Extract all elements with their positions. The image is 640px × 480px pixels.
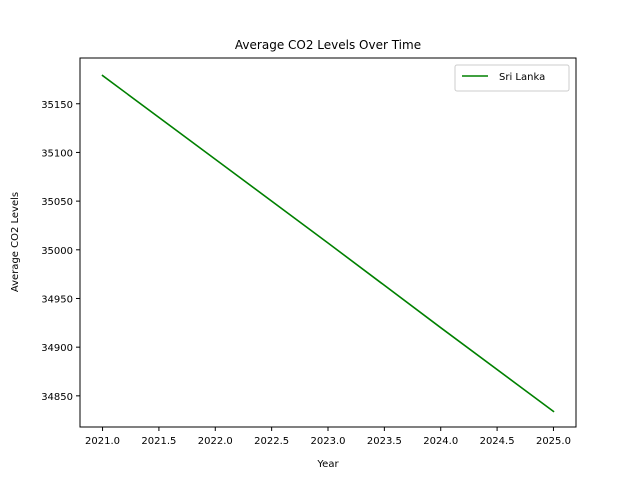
y-axis: 34850 34900 34950 35000 35050 35100 35150: [41, 100, 80, 403]
y-tick-label: 34950: [41, 294, 73, 305]
x-axis: 2021.0 2021.5 2022.0 2022.5 2023.0 2023.5 2024…: [85, 427, 571, 447]
y-tick-label: 35000: [41, 246, 73, 257]
series-layer: [101, 74, 555, 413]
x-tick-label: 2022.5: [254, 436, 289, 447]
x-tick-label: 2024.5: [480, 436, 515, 447]
x-tick-label: 2021.0: [85, 436, 120, 447]
plot-area: [79, 57, 577, 428]
series-line-sri-lanka: [101, 74, 555, 413]
legend: Sri Lanka: [454, 64, 570, 92]
y-tick-label: 35150: [41, 100, 73, 111]
y-tick-label: 35050: [41, 197, 73, 208]
x-tick-label: 2023.0: [311, 436, 346, 447]
chart-title: Average CO2 Levels Over Time: [235, 38, 421, 52]
x-tick-label: 2023.5: [367, 436, 402, 447]
x-tick-label: 2022.0: [198, 436, 233, 447]
y-axis-label: Average CO2 Levels: [10, 192, 21, 292]
legend-label-sri-lanka: Sri Lanka: [499, 72, 545, 83]
x-axis-label: Year: [316, 459, 339, 470]
x-tick-label: 2025.0: [536, 436, 571, 447]
x-tick-label: 2024.0: [423, 436, 458, 447]
y-tick-label: 34900: [41, 343, 73, 354]
x-tick-label: 2021.5: [141, 436, 176, 447]
legend-frame: [454, 64, 570, 92]
y-tick-label: 35100: [41, 148, 73, 159]
y-tick-label: 34850: [41, 392, 73, 403]
